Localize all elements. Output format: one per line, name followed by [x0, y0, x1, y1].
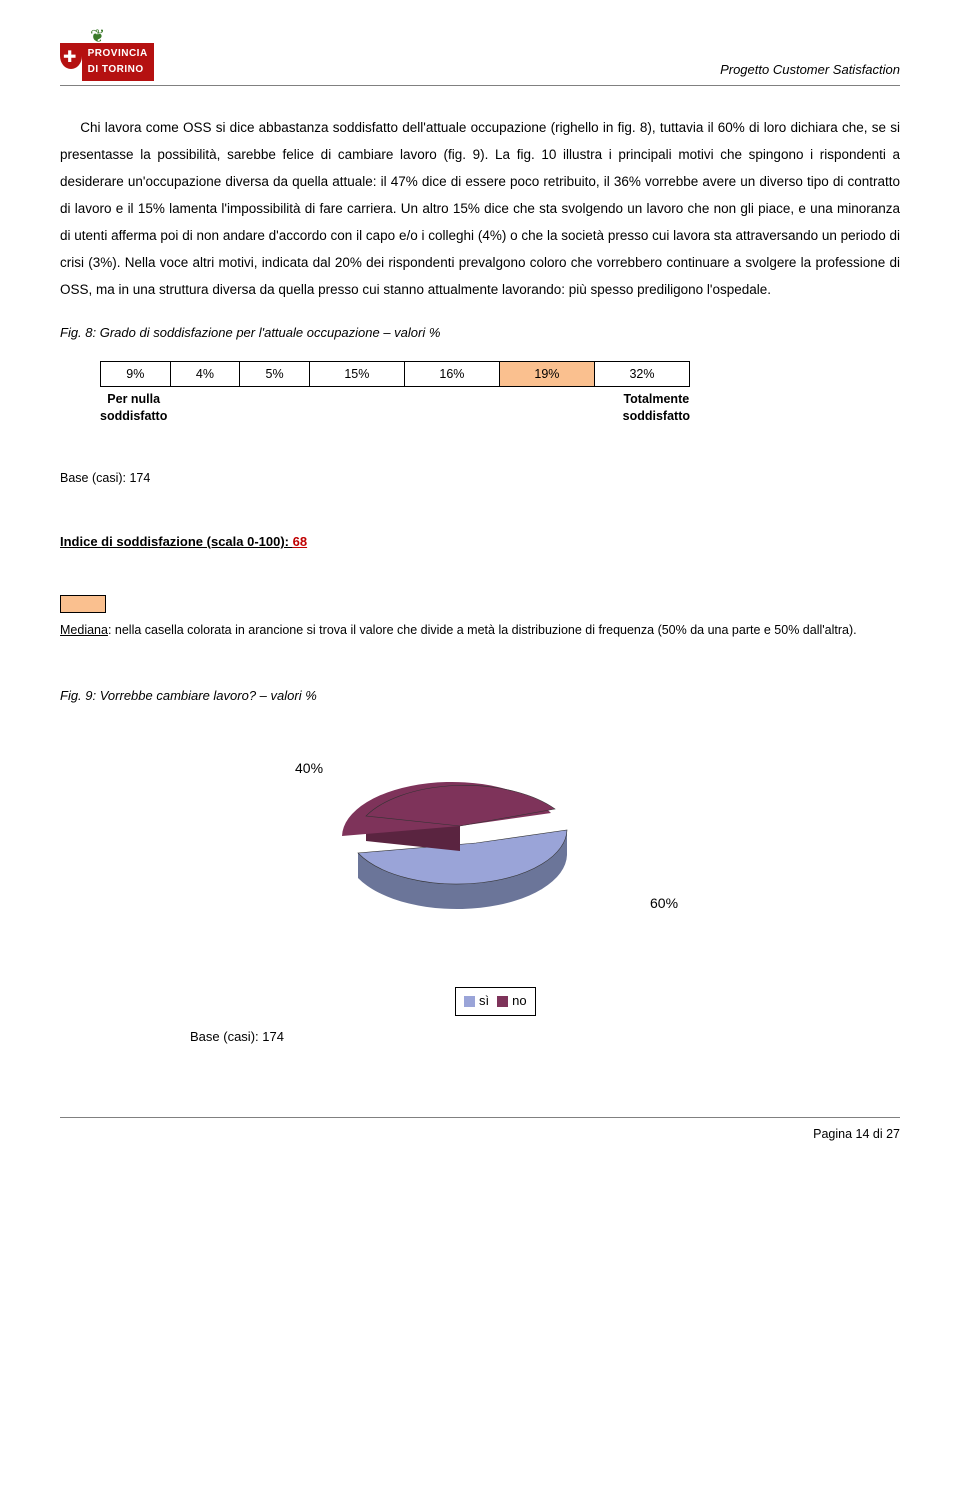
logo-line2: DI TORINO [88, 64, 144, 75]
scale-cell: 4% [170, 362, 240, 387]
median-lead: Mediana [60, 623, 108, 637]
fig9-caption: Fig. 9: Vorrebbe cambiare lavoro? – valo… [60, 686, 900, 707]
paragraph-1: Chi lavora come OSS si dice abbastanza s… [60, 114, 900, 303]
pie-legend: sì no [455, 987, 536, 1016]
legend-label-no: no [512, 991, 526, 1012]
index-value: 68 [293, 534, 307, 549]
median-note: Mediana: nella casella colorata in aranc… [60, 621, 900, 640]
scale-cell: 16% [404, 362, 499, 387]
page-footer: Pagina 14 di 27 [60, 1117, 900, 1144]
scale-cell: 9% [101, 362, 171, 387]
scale-cell: 32% [594, 362, 689, 387]
legend-swatch-si [464, 996, 475, 1007]
legend-swatch-no [497, 996, 508, 1007]
base-note-fig9: Base (casi): 174 [190, 1027, 284, 1048]
body-paragraph: Chi lavora come OSS si dice abbastanza s… [60, 114, 900, 303]
scale-cell: 15% [309, 362, 404, 387]
page-header: ❦ PROVINCIA DI TORINO Progetto Customer … [60, 30, 900, 86]
logo-line1: PROVINCIA [88, 48, 148, 59]
logo: ❦ PROVINCIA DI TORINO [60, 30, 154, 81]
legend-label-si: sì [479, 991, 489, 1012]
scale-table: 9%4%5%15%16%19%32% [100, 361, 690, 387]
base-note-fig8: Base (casi): 174 [60, 468, 900, 488]
pie-label-si: 60% [650, 892, 678, 914]
fig8-caption: Fig. 8: Grado di soddisfazione per l'att… [60, 323, 900, 344]
logo-leaf-icon: ❦ [90, 30, 105, 43]
header-title: Progetto Customer Satisfaction [720, 60, 900, 81]
scale-cell: 19% [499, 362, 594, 387]
median-text: : nella casella colorata in arancione si… [108, 623, 857, 637]
satisfaction-scale: 9%4%5%15%16%19%32% [100, 361, 690, 387]
logo-shield-icon [60, 43, 82, 69]
index-label: Indice di soddisfazione (scala 0-100): [60, 534, 293, 549]
scale-end-labels: Per nulla soddisfatto Totalmente soddisf… [100, 391, 690, 424]
satisfaction-index: Indice di soddisfazione (scala 0-100): 6… [60, 532, 900, 553]
scale-cell: 5% [240, 362, 310, 387]
pie-svg [310, 757, 640, 957]
logo-text: PROVINCIA DI TORINO [82, 43, 154, 81]
scale-label-left: Per nulla soddisfatto [100, 391, 167, 424]
scale-label-right: Totalmente soddisfatto [623, 391, 690, 424]
median-swatch-icon [60, 595, 106, 613]
pie-chart: 40% 60% sì no Base (casi): 174 [170, 737, 770, 1037]
page-number: Pagina 14 di 27 [813, 1127, 900, 1141]
